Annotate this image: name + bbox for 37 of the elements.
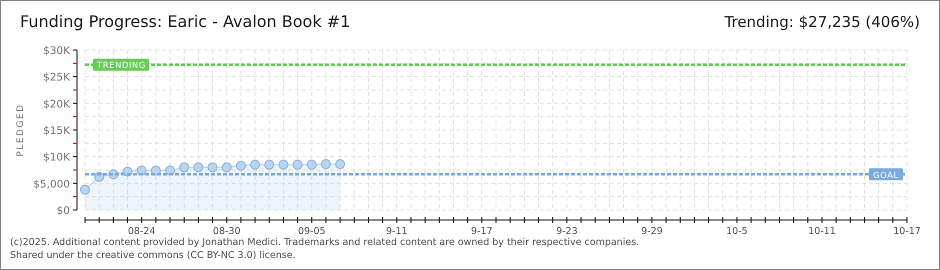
- point: [292, 160, 303, 170]
- x-tick-label: 9-23: [556, 226, 578, 237]
- point: [80, 184, 90, 195]
- ref-line-label: GOAL: [873, 170, 899, 181]
- point: [264, 160, 274, 170]
- y-tick-label: $5,000: [33, 178, 70, 190]
- point: [335, 159, 346, 170]
- y-axis-title: PLEDGED: [16, 103, 26, 157]
- y-tick-label: $15K: [43, 125, 72, 137]
- point: [306, 160, 317, 170]
- y-tick-label: $20K: [43, 98, 72, 110]
- x-tick-label: 10-17: [893, 226, 921, 237]
- x-tick-label: 9-29: [641, 226, 663, 237]
- point: [179, 162, 190, 172]
- x-tick-label: 10-5: [726, 226, 748, 237]
- y-tick-label: $25K: [43, 72, 72, 84]
- point: [236, 160, 246, 171]
- ref-line-label: TRENDING: [96, 61, 146, 72]
- x-tick-label: 08-24: [128, 226, 156, 237]
- point: [320, 159, 331, 170]
- y-tick-label: $10K: [43, 152, 72, 164]
- text: Shared under the creative commons (CC BY-NC 3.0) license.: [10, 250, 296, 261]
- point: [278, 160, 288, 170]
- x-tick-label: 9-17: [471, 226, 493, 237]
- x-tick-label: 08-30: [212, 226, 241, 237]
- x-tick-label: 9-11: [386, 226, 408, 237]
- chart-subtitle: Trending: $27,235 (406%): [724, 13, 920, 31]
- point: [222, 162, 232, 172]
- chart-title: Funding Progress: Earic - Avalon Book #1: [20, 12, 350, 31]
- point: [208, 162, 218, 172]
- text: (c)2025. Additional content provided by Jonathan Medici. Trademarks and related content are owned by their respective companies.: [10, 237, 640, 248]
- y-tick-label: $30K: [43, 45, 72, 57]
- point: [193, 162, 204, 172]
- y-tick-label: $0: [56, 205, 70, 217]
- x-tick-label: 10-11: [808, 226, 836, 237]
- point: [250, 160, 260, 170]
- x-tick-label: 09-05: [298, 226, 326, 237]
